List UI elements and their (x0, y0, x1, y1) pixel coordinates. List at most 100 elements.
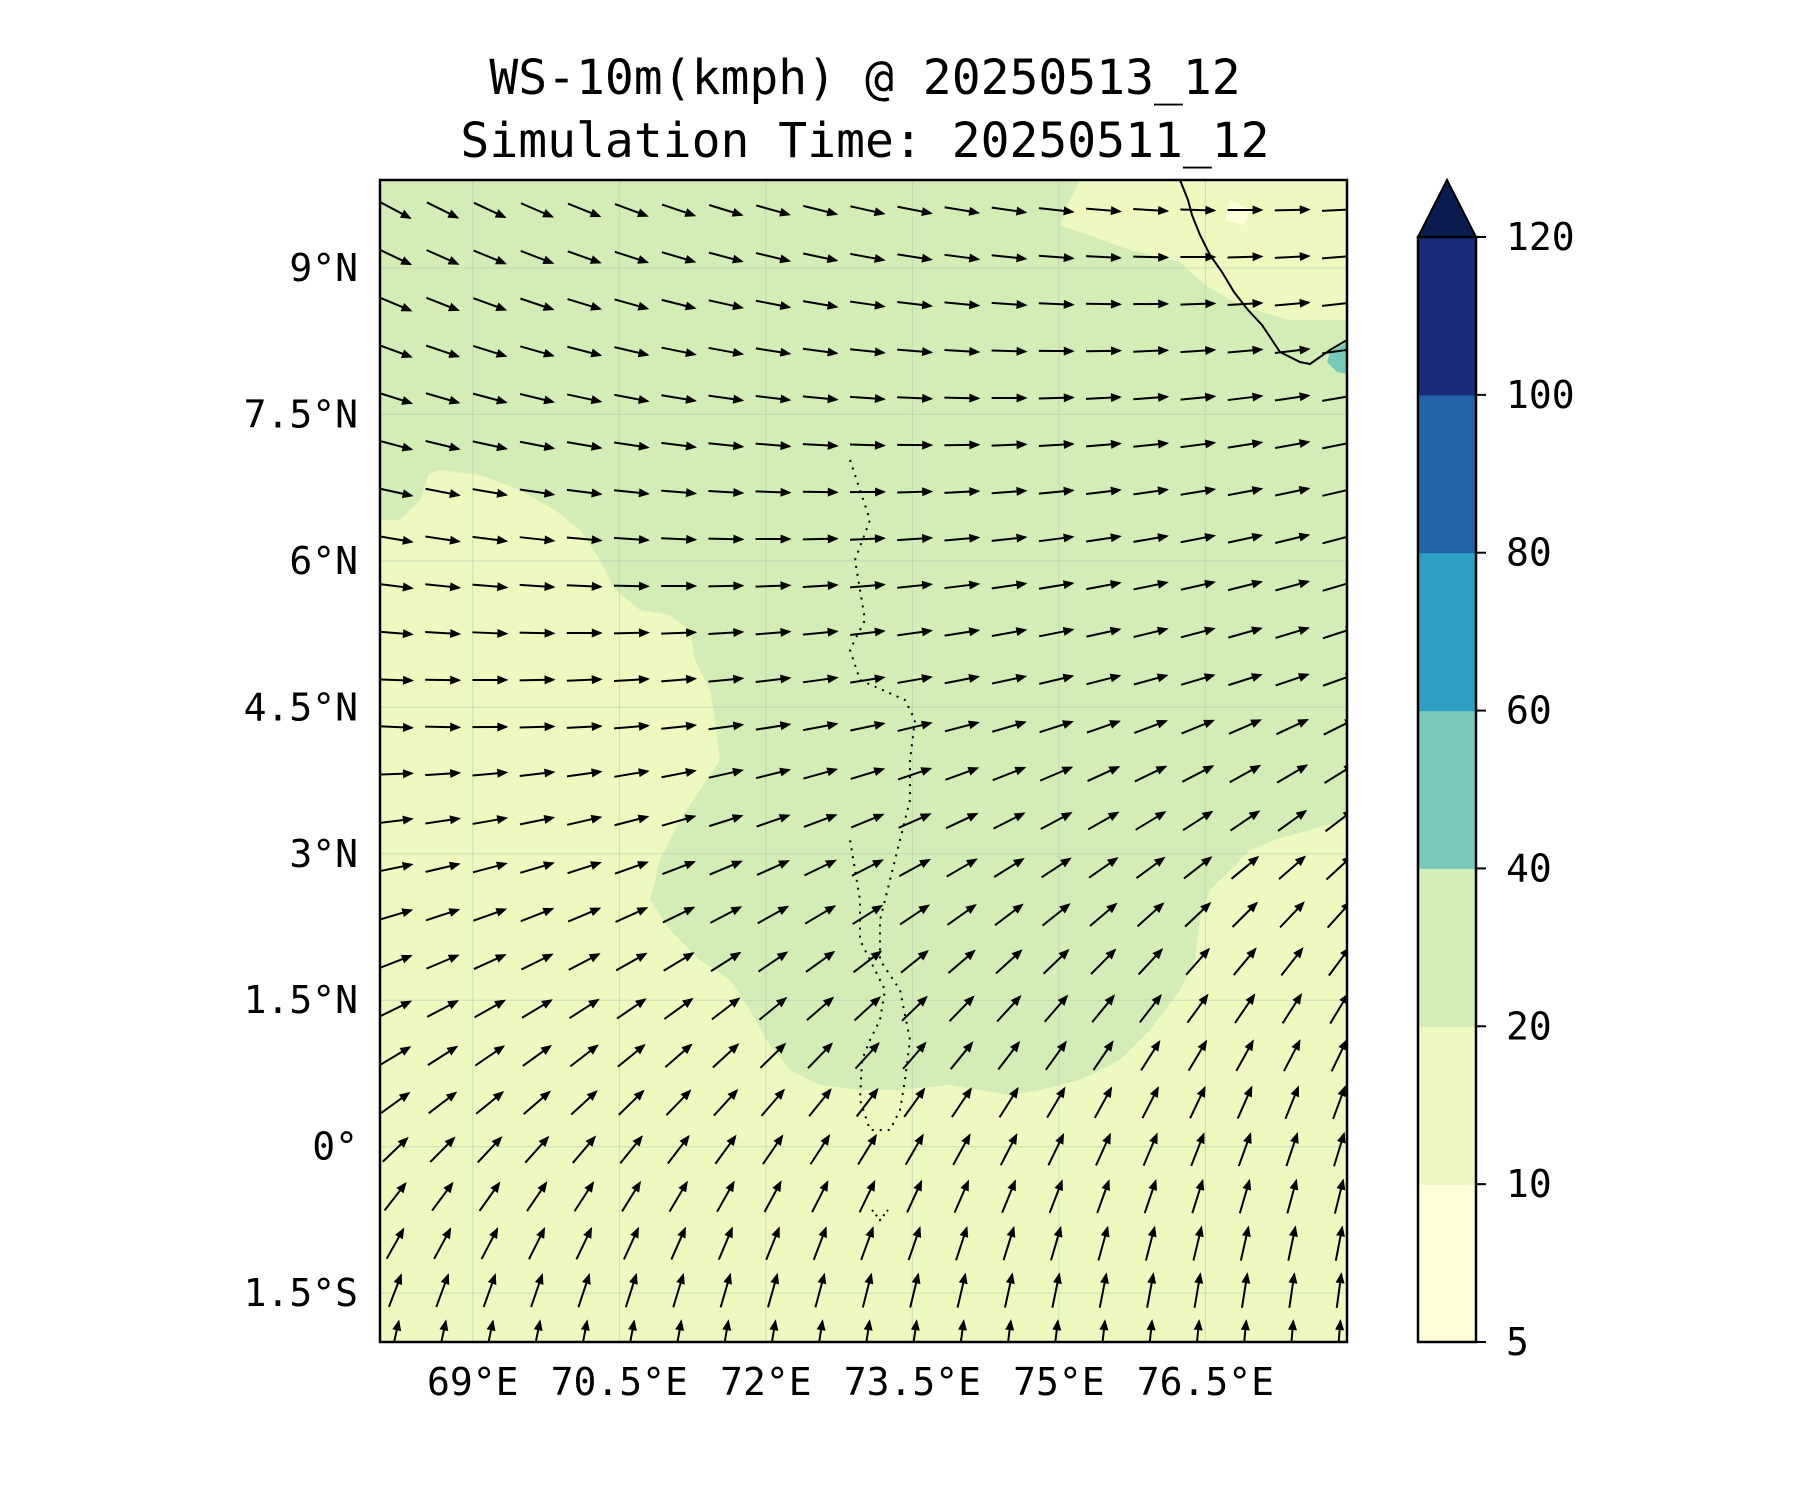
wind-arrow-head (780, 394, 792, 404)
wind-arrow-head (1204, 533, 1217, 542)
wind-arrow-head (449, 582, 462, 592)
wind-arrow-head (396, 1181, 407, 1194)
wind-arrow-head (968, 206, 981, 216)
wind-arrow-head (1157, 486, 1170, 496)
wind-arrow-head (591, 722, 603, 732)
wind-arrow-head (402, 582, 414, 592)
wind-arrow-head (398, 1091, 411, 1102)
wind-arrow-head (916, 1041, 927, 1053)
wind-arrow-head (544, 628, 556, 638)
wind-arrow-head (771, 1226, 780, 1239)
wind-arrow-head (402, 722, 414, 732)
wind-arrow-head (1341, 903, 1347, 912)
wind-arrow-head (494, 209, 507, 219)
wind-arrow-head (1157, 205, 1170, 215)
wind-arrow-head (826, 254, 839, 264)
wind-arrow-head (827, 627, 839, 637)
wind-arrow-head (816, 1319, 826, 1331)
wind-arrow-head (822, 1042, 834, 1054)
wind-arrow-head (969, 440, 981, 450)
wind-arrow-head (442, 1227, 452, 1240)
wind-arrow-head (874, 580, 886, 590)
wind-arrow-head (1110, 439, 1122, 449)
wind-arrow-head (585, 1135, 597, 1147)
wind-vectors (380, 201, 1347, 1342)
lon-tick-label: 69°E (427, 1360, 519, 1404)
wind-arrow-head (777, 905, 790, 916)
colorbar-segment (1418, 868, 1476, 1027)
wind-arrow-head (680, 1089, 692, 1101)
wind-arrow-head (732, 301, 744, 311)
wind-arrow-head (1241, 1225, 1251, 1238)
wind-arrow-head (780, 674, 792, 684)
wind-arrow-head (450, 722, 462, 732)
wind-arrow-head (1110, 533, 1122, 543)
wind-arrow-head (1062, 627, 1075, 636)
wind-arrow-head (400, 954, 413, 964)
wind-arrow-head (963, 995, 975, 1007)
wind-arrow-head (494, 999, 506, 1009)
wind-arrow-head (637, 861, 649, 870)
wind-arrow-head (962, 1041, 974, 1053)
longitude-tick-labels: 69°E 70.5°E 72°E 73.5°E 75°E 76.5°E (427, 1360, 1274, 1404)
wind-arrow-shaft (1323, 721, 1347, 736)
wind-arrow-head (1336, 1178, 1346, 1191)
wind-arrow-head (1298, 532, 1311, 542)
wind-arrow-head (1204, 579, 1216, 589)
wind-arrow-head (1055, 1086, 1066, 1099)
wind-arrow-head (1110, 346, 1122, 356)
wind-arrow-head (590, 395, 603, 405)
wind-arrow-head (920, 720, 933, 730)
colorbar-tick-label: 10 (1506, 1162, 1552, 1206)
wind-arrow-head (912, 1226, 922, 1238)
wind-arrow-head (1109, 673, 1122, 683)
wind-arrow-head (1014, 766, 1027, 776)
wind-arrow-shaft (1322, 442, 1347, 450)
wind-arrow-head (827, 581, 839, 591)
wind-arrow-head (1151, 993, 1162, 1006)
wind-arrow-head (723, 1272, 732, 1285)
wind-arrow-head (1287, 1319, 1297, 1331)
wind-arrow-head (591, 488, 603, 498)
wind-arrow-head (543, 488, 556, 498)
wind-arrow-head (1110, 206, 1122, 216)
wind-arrow-head (874, 440, 886, 450)
wind-arrow-head (496, 582, 509, 592)
wind-arrow-head (1338, 1039, 1347, 1051)
wind-arrow-head (544, 675, 556, 685)
wind-arrow-head (544, 582, 556, 591)
colorbar-tick-label: 80 (1506, 531, 1552, 575)
wind-arrow-head (921, 347, 934, 357)
wind-arrow-head (1299, 345, 1311, 355)
wind-arrow-head (628, 1319, 637, 1331)
lat-tick-label: 4.5°N (244, 685, 358, 729)
wind-arrow-head (534, 1273, 544, 1285)
wind-arrow-head (966, 858, 978, 868)
wind-arrow-head (589, 255, 602, 264)
wind-arrow-head (1297, 718, 1310, 728)
wind-arrow-head (1156, 719, 1168, 729)
wind-arrow-head (1157, 392, 1170, 402)
wind-arrow-head (968, 253, 981, 263)
wind-arrow-head (636, 208, 649, 217)
wind-arrow-head (921, 207, 933, 216)
wind-arrow-head (868, 1087, 879, 1100)
wind-arrow-head (866, 1179, 876, 1192)
wind-arrow-head (778, 860, 790, 869)
wind-arrow-head (1008, 1133, 1018, 1145)
wind-arrow-shaft (1321, 302, 1347, 307)
wind-arrow-head (1339, 994, 1347, 1005)
wind-arrow-head (638, 488, 650, 498)
wind-arrow-head (1016, 393, 1028, 403)
wind-arrow-head (824, 905, 837, 915)
wind-arrow-head (1109, 626, 1122, 636)
wind-arrow-head (1251, 392, 1264, 402)
wind-arrow-head (1251, 626, 1263, 636)
wind-arrow-head (544, 722, 556, 732)
wind-arrow-head (1015, 627, 1028, 637)
wind-arrow-head (910, 1319, 920, 1331)
wind-arrow-head (919, 858, 931, 869)
wind-arrow-shaft (1324, 767, 1347, 784)
wind-arrow-head (1148, 1179, 1158, 1191)
wind-arrow-head (542, 255, 555, 265)
